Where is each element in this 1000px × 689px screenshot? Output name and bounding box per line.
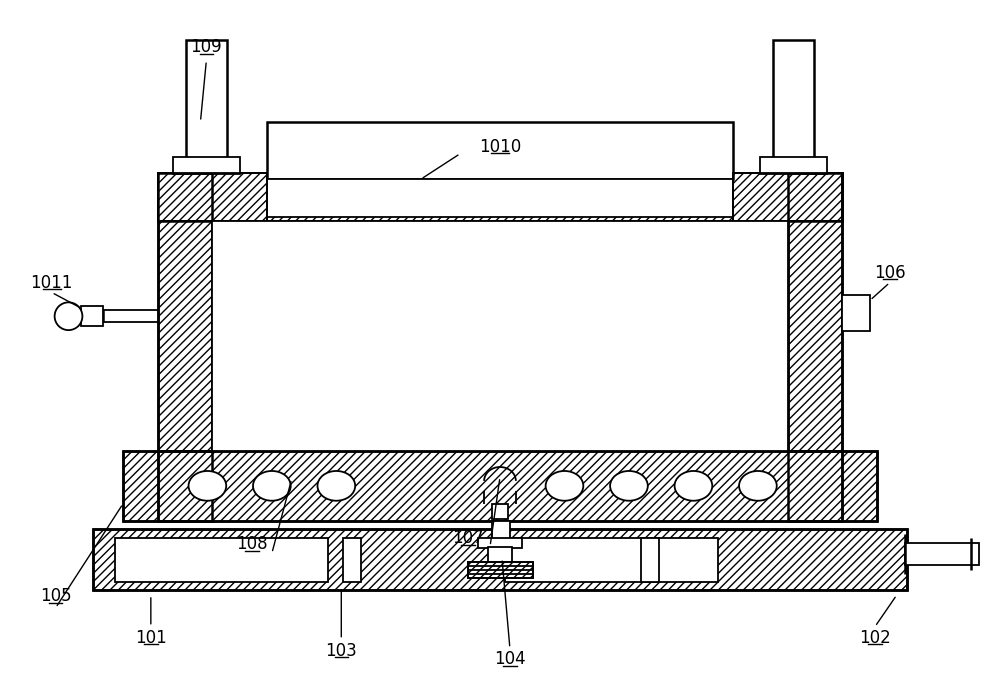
Bar	[123, 451, 212, 521]
Bar	[267, 122, 733, 179]
Text: 107: 107	[452, 529, 484, 548]
Ellipse shape	[189, 471, 226, 501]
Bar	[343, 538, 361, 582]
Bar	[158, 174, 212, 451]
Bar	[733, 174, 842, 221]
Bar	[788, 174, 842, 451]
Bar	[186, 41, 227, 160]
Ellipse shape	[739, 471, 777, 501]
Bar	[123, 451, 212, 521]
Bar	[788, 174, 842, 451]
Ellipse shape	[610, 471, 648, 501]
Bar	[158, 174, 267, 221]
Ellipse shape	[317, 471, 355, 501]
Text: 108: 108	[236, 535, 268, 553]
Bar	[81, 307, 103, 326]
Text: 1010: 1010	[479, 138, 521, 156]
Bar	[492, 504, 508, 519]
Bar	[733, 174, 842, 221]
Bar	[478, 538, 522, 548]
Text: 101: 101	[135, 628, 167, 646]
Bar	[488, 547, 512, 567]
Bar	[468, 562, 533, 578]
Ellipse shape	[546, 471, 583, 501]
Text: 109: 109	[191, 39, 222, 56]
Bar	[905, 544, 979, 565]
Bar	[267, 179, 733, 217]
Bar	[158, 174, 842, 221]
Bar	[93, 528, 907, 590]
Bar	[173, 156, 240, 174]
Bar	[842, 296, 870, 331]
Bar	[158, 451, 842, 521]
Bar	[158, 174, 212, 451]
Bar	[788, 451, 877, 521]
Bar	[158, 174, 842, 221]
Bar	[492, 521, 510, 540]
Bar	[760, 156, 827, 174]
Text: 106: 106	[874, 264, 906, 282]
Bar	[773, 41, 814, 160]
Bar	[468, 562, 533, 578]
Text: 102: 102	[859, 628, 891, 646]
Bar	[505, 538, 718, 582]
Bar	[641, 538, 659, 582]
Circle shape	[55, 302, 82, 330]
Text: 103: 103	[325, 641, 357, 659]
Bar	[158, 451, 842, 521]
Ellipse shape	[253, 471, 291, 501]
Text: 105: 105	[40, 587, 71, 605]
Text: 1011: 1011	[30, 274, 73, 291]
Ellipse shape	[675, 471, 712, 501]
Bar	[212, 221, 788, 451]
Bar	[788, 451, 877, 521]
Bar	[93, 528, 907, 590]
Text: 104: 104	[494, 650, 526, 668]
Bar	[115, 538, 328, 582]
Bar	[158, 174, 267, 221]
